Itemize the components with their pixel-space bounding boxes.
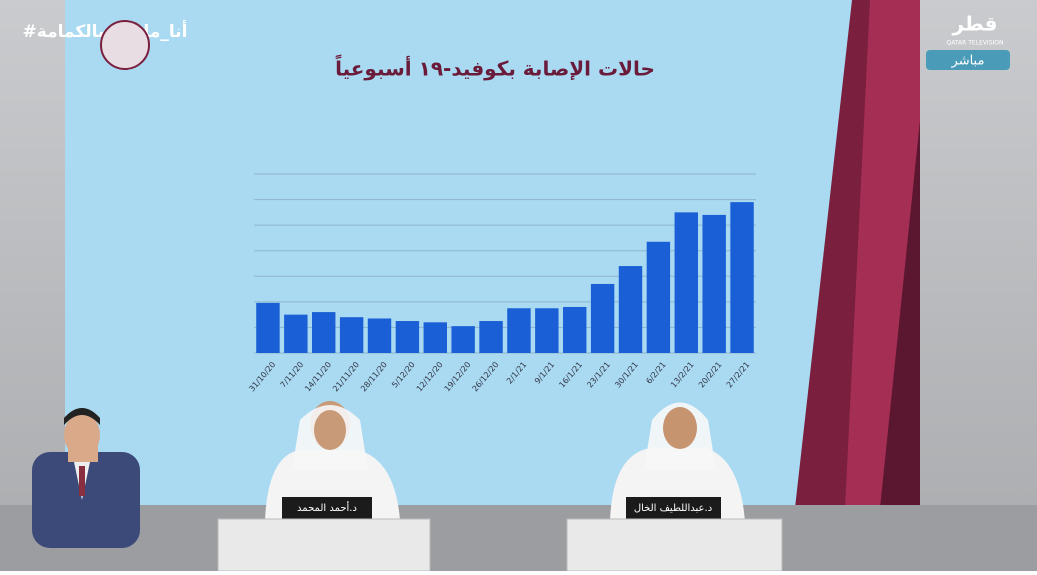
bar bbox=[256, 302, 280, 353]
name-plate: د.عبداللطيف الخال bbox=[634, 503, 712, 514]
desk-area bbox=[0, 505, 1037, 571]
ministry-logo bbox=[100, 20, 150, 70]
bar bbox=[563, 306, 587, 353]
channel-logo: قطر bbox=[951, 12, 997, 36]
screen bbox=[65, 0, 920, 508]
bar bbox=[339, 317, 364, 353]
speaker bbox=[217, 401, 431, 572]
bar bbox=[730, 202, 754, 353]
bar bbox=[367, 318, 392, 353]
bar bbox=[590, 283, 615, 353]
bar bbox=[423, 322, 447, 353]
bar bbox=[395, 321, 420, 353]
bar bbox=[284, 314, 308, 353]
live-badge bbox=[926, 50, 1010, 70]
bar bbox=[702, 214, 726, 353]
bar bbox=[618, 266, 643, 353]
bar bbox=[646, 241, 671, 353]
bar bbox=[312, 312, 336, 353]
bar bbox=[507, 308, 531, 353]
channel-logo-en: QATAR TELEVISION bbox=[947, 40, 1004, 47]
bar bbox=[479, 321, 503, 353]
interpreter bbox=[32, 408, 140, 548]
chart-title: حالات الإصابة بكوفيد-١٩ أسبوعياً bbox=[335, 54, 655, 80]
live-text: مباشر bbox=[951, 54, 985, 69]
name-plate: د.أحمد المحمد bbox=[297, 501, 357, 514]
bar bbox=[535, 308, 559, 353]
bar bbox=[451, 326, 475, 353]
speaker bbox=[566, 402, 783, 572]
screen-decor bbox=[845, 0, 920, 508]
bar bbox=[674, 212, 698, 353]
screen-decor bbox=[880, 120, 920, 508]
